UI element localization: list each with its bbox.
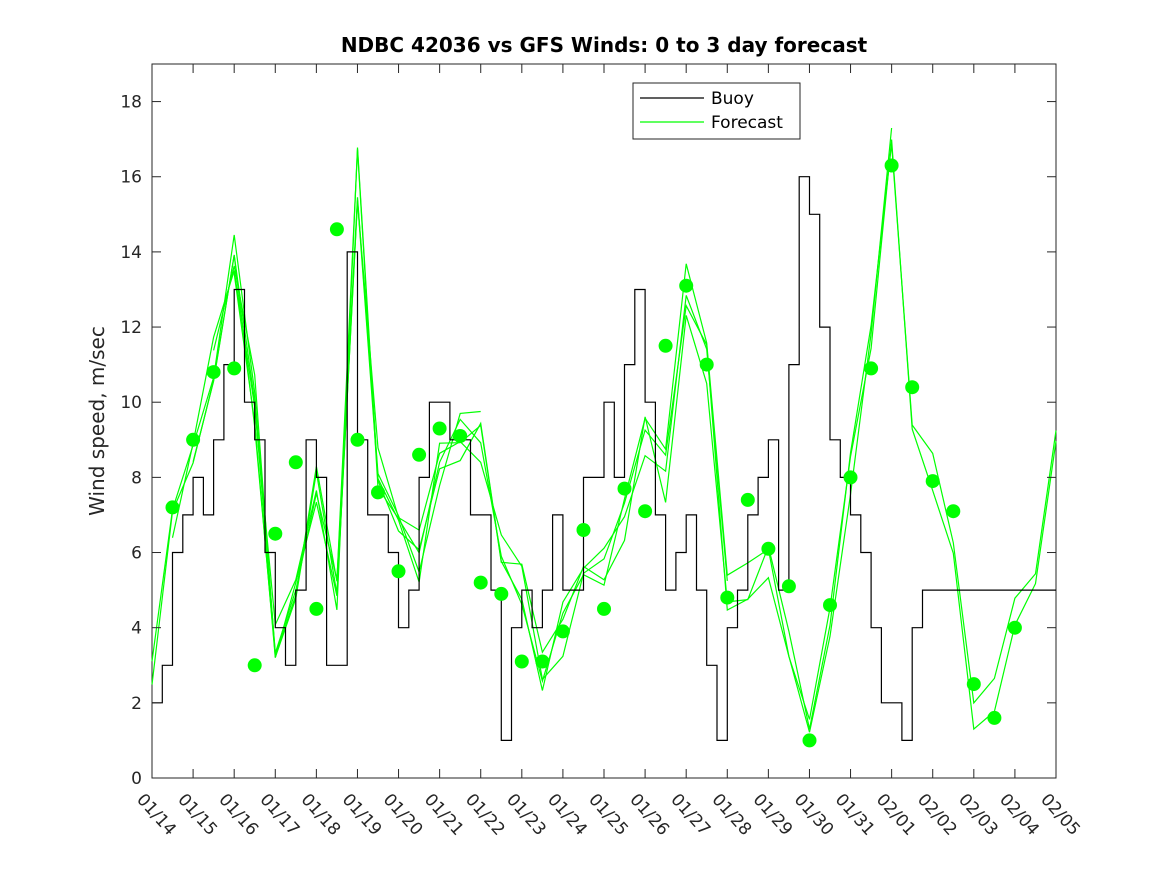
y-tick-label: 2 — [131, 694, 142, 714]
forecast-marker — [535, 654, 550, 669]
forecast-marker — [576, 523, 591, 537]
forecast-line — [233, 143, 1057, 730]
y-axis-label: Wind speed, m/sec — [85, 326, 109, 516]
forecast-marker — [966, 677, 981, 692]
forecast-marker — [699, 357, 714, 372]
legend-forecast-label: Forecast — [711, 113, 783, 133]
forecast-marker — [925, 474, 940, 489]
forecast-marker — [206, 365, 221, 380]
forecast-marker — [658, 338, 673, 353]
y-tick-label: 18 — [120, 93, 142, 113]
forecast-marker — [453, 429, 468, 443]
y-tick-label: 4 — [131, 619, 142, 639]
forecast-marker — [781, 579, 796, 594]
forecast-marker — [740, 492, 755, 507]
forecast-marker — [227, 361, 242, 376]
forecast-marker — [432, 421, 447, 436]
forecast-marker — [843, 470, 858, 485]
legend-buoy-label: Buoy — [711, 89, 754, 109]
y-tick-label: 12 — [120, 318, 142, 338]
forecast-marker — [555, 624, 570, 639]
forecast-marker — [946, 504, 961, 519]
forecast-marker — [761, 541, 776, 556]
forecast-marker — [823, 598, 837, 613]
forecast-marker — [329, 222, 344, 237]
forecast-marker — [864, 361, 879, 376]
forecast-layer — [151, 127, 1057, 733]
y-tick-label: 16 — [120, 168, 142, 188]
forecast-marker-layer — [165, 158, 1022, 748]
forecast-marker — [617, 481, 632, 496]
chart-title: NDBC 42036 vs GFS Winds: 0 to 3 day fore… — [341, 33, 868, 57]
forecast-marker — [720, 590, 735, 605]
forecast-marker — [268, 526, 283, 541]
forecast-marker — [186, 432, 201, 447]
forecast-marker — [802, 733, 817, 748]
forecast-marker — [905, 380, 920, 395]
forecast-marker — [391, 564, 406, 579]
forecast-marker — [288, 455, 303, 470]
forecast-marker — [514, 654, 529, 669]
forecast-marker — [350, 432, 365, 447]
legend-box — [632, 82, 801, 140]
y-tick-label: 14 — [120, 243, 142, 263]
forecast-marker — [165, 500, 180, 515]
forecast-marker — [473, 575, 488, 590]
forecast-marker — [309, 601, 324, 616]
forecast-marker — [247, 658, 262, 673]
forecast-marker — [987, 710, 1002, 725]
forecast-marker — [371, 485, 385, 500]
forecast-marker — [597, 601, 611, 616]
forecast-marker — [412, 447, 427, 462]
legend: Buoy Forecast — [632, 82, 801, 140]
forecast-marker — [884, 158, 899, 173]
forecast-marker — [679, 278, 694, 293]
forecast-marker — [494, 586, 509, 601]
forecast-marker — [638, 504, 653, 519]
y-tick-label: 0 — [131, 769, 142, 789]
y-tick-label: 8 — [131, 468, 142, 488]
y-tick-label: 6 — [131, 544, 142, 564]
y-tick-label: 10 — [120, 393, 142, 413]
forecast-line — [192, 127, 893, 733]
forecast-marker — [1007, 620, 1022, 635]
